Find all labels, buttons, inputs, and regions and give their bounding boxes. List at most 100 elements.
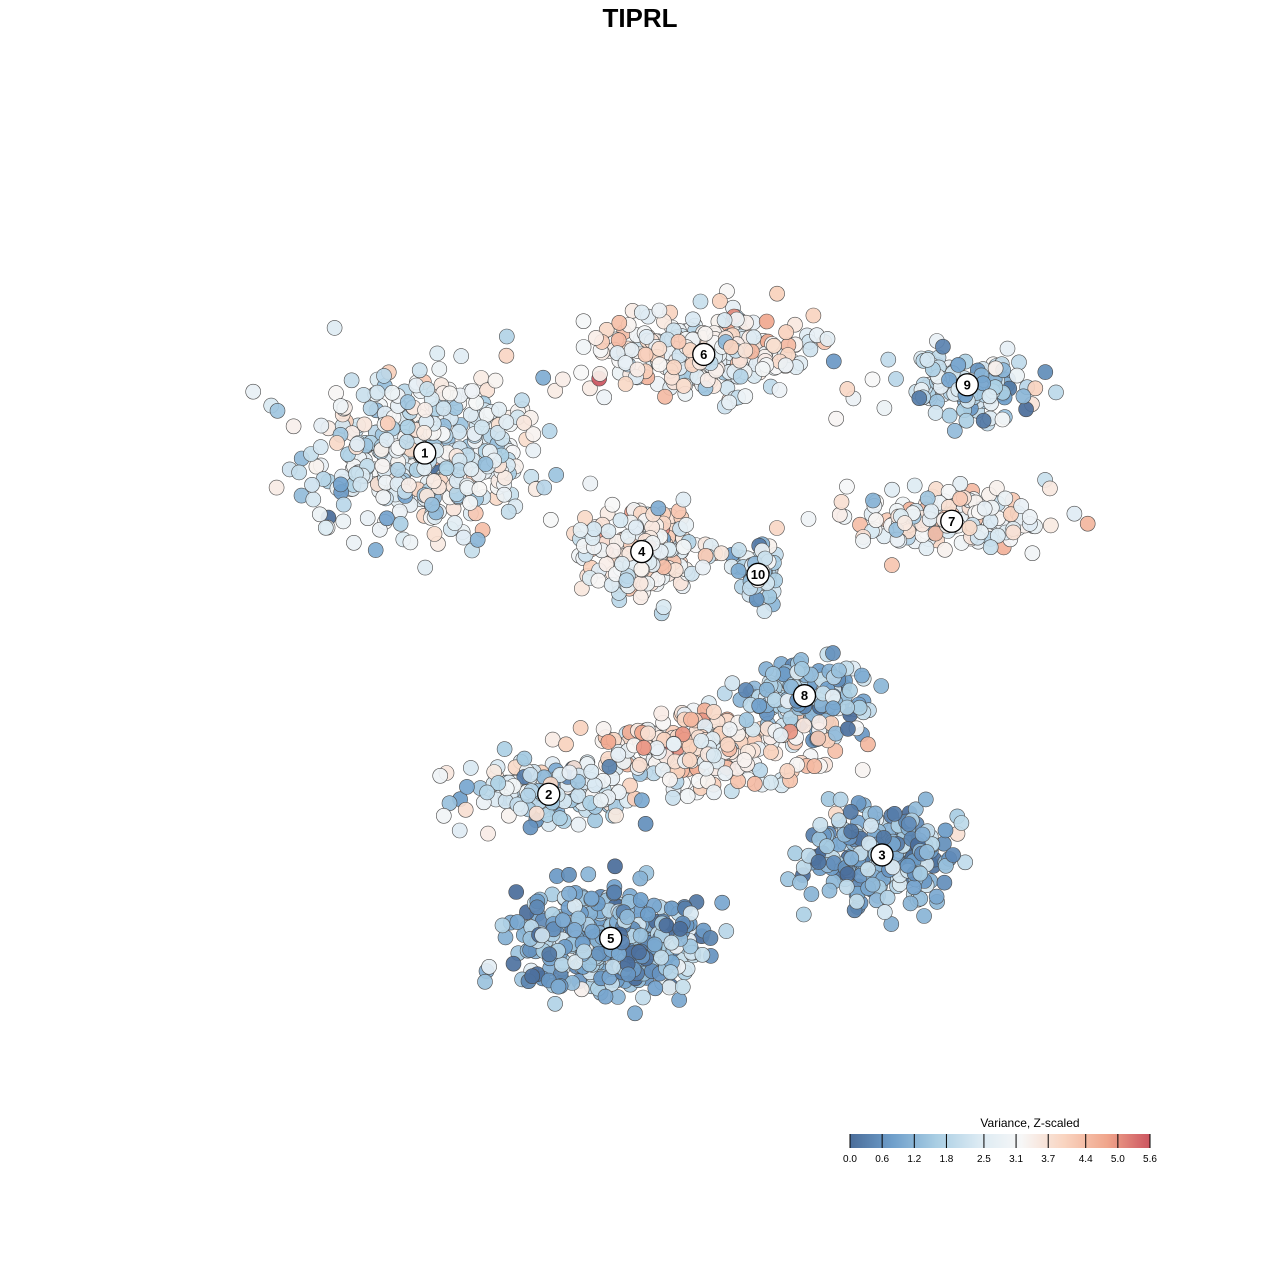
cluster-label-text: 4 (638, 544, 646, 559)
cluster-label-7: 7 (940, 509, 964, 533)
cell-point (379, 510, 395, 527)
cell-point (732, 368, 749, 385)
cell-point (911, 390, 928, 407)
cell-point (751, 697, 768, 714)
cell-point (758, 313, 775, 330)
cell-point (663, 934, 680, 951)
cell-point (675, 539, 692, 555)
cell-point (632, 589, 649, 606)
cell-point (675, 378, 692, 394)
cell-point (600, 523, 617, 540)
cell-point (607, 858, 623, 875)
cell-point (928, 888, 945, 905)
cell-point (805, 307, 822, 324)
cell-point (900, 816, 917, 832)
cell-point (632, 575, 649, 592)
cell-point (665, 789, 681, 806)
cell-point (671, 992, 688, 1008)
legend-tick-label: 3.1 (1009, 1154, 1023, 1165)
cell-point (678, 517, 695, 533)
cell-point (379, 415, 396, 432)
cell-point (490, 775, 507, 791)
cell-point (631, 944, 647, 961)
cell-point (927, 405, 944, 421)
cell-point (584, 923, 601, 940)
cell-point (769, 285, 785, 302)
cell-point (451, 822, 468, 839)
cell-point (917, 791, 934, 808)
cell-point (356, 416, 373, 433)
cell-point (818, 838, 835, 855)
cell-point (640, 725, 656, 742)
cell-point (772, 727, 789, 744)
cell-point (670, 333, 687, 350)
cell-point (480, 825, 496, 842)
cell-point (961, 520, 978, 536)
legend-title: Variance, Z-scaled (980, 1116, 1079, 1130)
cell-point (392, 515, 409, 532)
cell-point (429, 345, 446, 362)
cell-point (1024, 545, 1041, 562)
cell-point (899, 857, 916, 874)
cell-point (411, 362, 428, 379)
cell-point (937, 822, 954, 839)
cell-point (941, 407, 958, 424)
cell-point (451, 424, 467, 440)
cell-point (935, 338, 951, 355)
cell-point (481, 958, 497, 975)
cluster-label-circle (599, 926, 623, 950)
cell-point (359, 510, 376, 527)
cell-point (868, 512, 884, 529)
cell-point (946, 422, 963, 439)
legend-tick-label: 0.0 (843, 1154, 857, 1165)
cell-point (738, 712, 755, 728)
legend-tick-label: 4.4 (1079, 1154, 1093, 1165)
cell-point (367, 542, 384, 558)
cluster-label-text: 1 (421, 446, 428, 461)
cell-point (268, 479, 285, 496)
cell-point (831, 662, 847, 679)
cell-point (647, 980, 664, 997)
cell-point (402, 534, 419, 551)
cell-point (746, 775, 763, 792)
cell-point (567, 954, 584, 971)
cell-point (586, 521, 602, 538)
cell-point (496, 741, 513, 757)
cell-point (637, 346, 654, 363)
cell-point (819, 331, 836, 347)
cell-point (811, 714, 828, 731)
cell-point (612, 512, 629, 529)
color-legend: Variance, Z-scaled 0.0 0.6 1.2 1.8 2.5 3.1 3.7… (843, 1116, 1157, 1165)
cell-point (879, 889, 896, 906)
cell-point (362, 400, 379, 417)
legend-tick-label: 1.8 (939, 1154, 953, 1165)
cell-point (1042, 480, 1058, 497)
cell-point (542, 511, 559, 528)
cell-point (575, 339, 592, 355)
cell-point (653, 705, 670, 722)
cell-point (981, 388, 998, 405)
cell-point (765, 666, 781, 682)
cell-point (629, 361, 646, 378)
cell-point (631, 757, 648, 773)
cell-point (863, 817, 879, 834)
cell-point (695, 559, 711, 576)
cell-point (1037, 364, 1054, 380)
cell-point (477, 973, 493, 990)
cell-point (473, 419, 490, 436)
cell-point (269, 402, 286, 419)
cell-point (705, 747, 722, 764)
cell-point (1018, 401, 1034, 418)
cell-point (683, 711, 699, 728)
cell-point (376, 368, 392, 384)
cell-point (588, 330, 604, 346)
cell-point (638, 329, 655, 345)
cell-point (572, 720, 589, 736)
cell-point (514, 392, 530, 409)
cell-point (717, 765, 734, 782)
cell-point (694, 946, 711, 963)
cell-point (721, 721, 738, 738)
cell-point (802, 341, 819, 358)
cell-point (627, 1005, 643, 1022)
cell-point (582, 380, 598, 397)
